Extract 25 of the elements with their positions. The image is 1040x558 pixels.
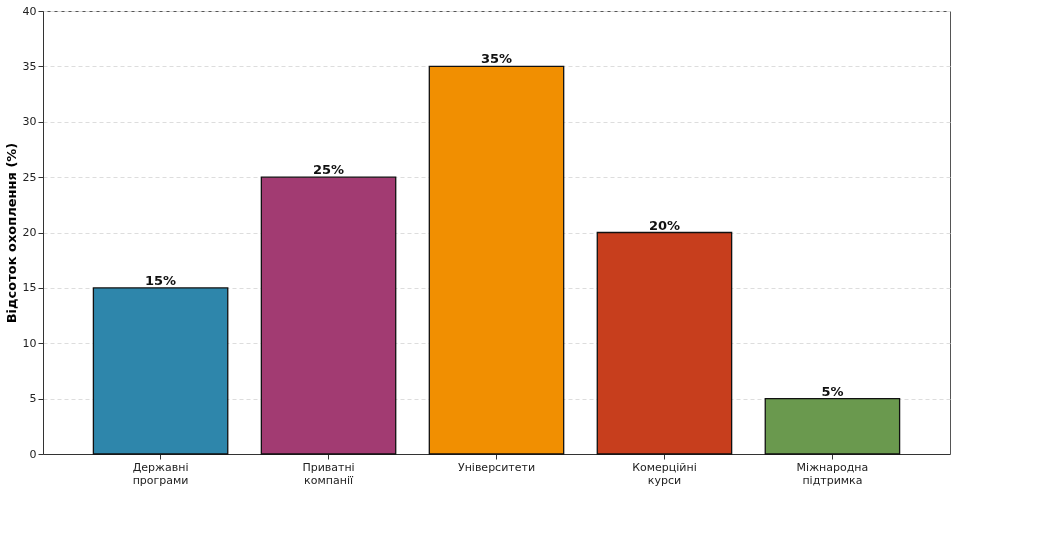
y-tick-label: 10 <box>22 336 37 350</box>
y-tick-label: 20 <box>22 226 37 239</box>
x-tick-label: Університети <box>457 460 536 474</box>
data-label: 35% <box>480 51 513 67</box>
data-label: 5% <box>821 383 844 399</box>
y-tick-label: 40 <box>22 4 37 18</box>
x-tick-label: Приватні компанії <box>302 460 355 487</box>
y-tick-label: 35 <box>22 59 37 73</box>
bar <box>764 397 901 455</box>
y-tick-label: 0 <box>29 447 37 461</box>
data-label: 25% <box>312 162 345 178</box>
y-axis-title: Відсоток охоплення (%) <box>3 142 19 324</box>
data-label: 15% <box>145 272 177 288</box>
bar <box>428 65 565 455</box>
bar <box>596 231 733 455</box>
y-tick-label: 30 <box>22 115 37 129</box>
x-tick-label: Державні програми <box>132 460 189 487</box>
bar <box>92 287 229 455</box>
y-tick-label: 15 <box>22 281 37 295</box>
x-tick-label: Комерційні курси <box>632 460 697 487</box>
y-tick-label: 5 <box>29 392 37 406</box>
bar <box>260 176 397 455</box>
y-tick-label: 25 <box>22 170 37 184</box>
data-label: 20% <box>648 217 681 233</box>
x-tick-label: Міжнародна підтримка <box>796 460 869 487</box>
